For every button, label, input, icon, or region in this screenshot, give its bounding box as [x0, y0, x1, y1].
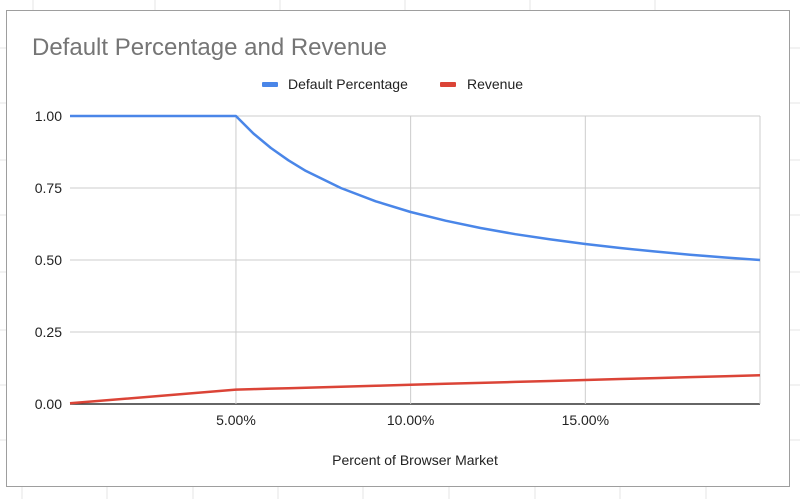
legend-label-default-percentage: Default Percentage: [288, 76, 408, 92]
legend: Default Percentage Revenue: [262, 76, 523, 92]
y-tick-label: 1.00: [35, 108, 62, 124]
y-tick-label: 0.00: [35, 396, 62, 412]
x-tick-label: 15.00%: [562, 412, 609, 428]
legend-swatch-revenue: [440, 82, 456, 87]
x-axis-title: Percent of Browser Market: [332, 452, 498, 468]
x-tick-label: 10.00%: [387, 412, 434, 428]
chart-title: Default Percentage and Revenue: [32, 34, 387, 61]
legend-label-revenue: Revenue: [467, 76, 523, 92]
gridlines: [70, 115, 761, 405]
x-tick-label: 5.00%: [216, 412, 256, 428]
y-tick-label: 0.25: [35, 324, 62, 340]
x-axis-ticks: 5.00% 10.00% 15.00%: [216, 412, 609, 428]
series-lines: [69, 114, 761, 405]
y-tick-label: 0.50: [35, 252, 62, 268]
y-tick-label: 0.75: [35, 180, 62, 196]
y-axis-ticks: 0.00 0.25 0.50 0.75 1.00: [35, 108, 62, 412]
series-line-default-percentage[interactable]: [70, 114, 761, 262]
chart-container[interactable]: [6, 10, 790, 487]
legend-swatch-default-percentage: [262, 82, 278, 87]
series-line-revenue[interactable]: [69, 373, 761, 405]
